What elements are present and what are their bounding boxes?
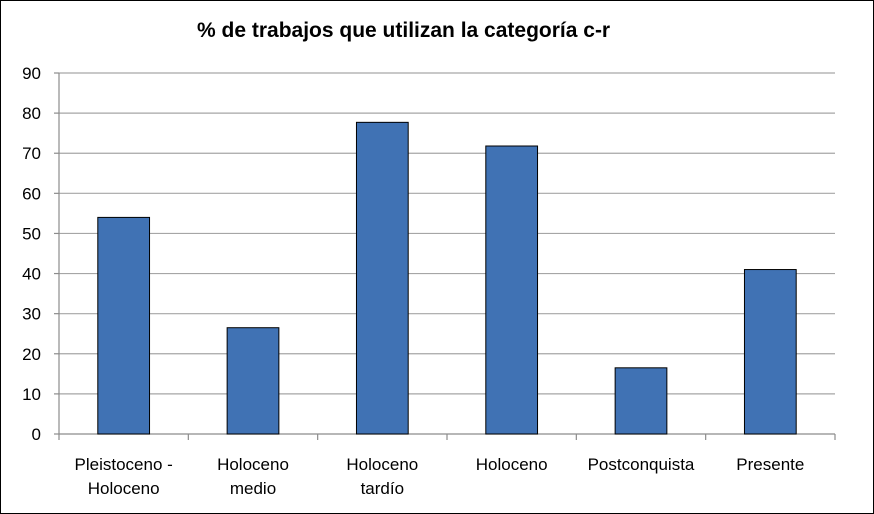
bar: [743, 269, 797, 435]
y-tick-label: 60: [22, 184, 41, 203]
y-tick-label: 0: [32, 425, 41, 444]
bar: [485, 145, 539, 435]
x-tick-label: Holoceno: [88, 479, 160, 498]
y-tick-label: 80: [22, 104, 41, 123]
bar: [226, 327, 280, 435]
bar: [614, 367, 668, 435]
y-tick-label: 20: [22, 345, 41, 364]
bar: [97, 216, 151, 435]
x-tick-label: Holoceno: [346, 455, 418, 474]
y-tick-label: 90: [22, 64, 41, 83]
y-tick-label: 70: [22, 144, 41, 163]
y-tick-label: 50: [22, 224, 41, 243]
y-tick-label: 10: [22, 385, 41, 404]
x-tick-label: Pleistoceno -: [75, 455, 173, 474]
x-tick-label: Holoceno: [217, 455, 289, 474]
bar: [355, 121, 409, 435]
x-tick-label: Presente: [736, 455, 804, 474]
x-tick-label: medio: [230, 479, 276, 498]
x-tick-label: Holoceno: [476, 455, 548, 474]
x-tick-label: Postconquista: [588, 455, 695, 474]
y-tick-label: 40: [22, 265, 41, 284]
chart-title: % de trabajos que utilizan la categoría …: [197, 19, 611, 42]
y-tick-label: 30: [22, 305, 41, 324]
x-tick-label: tardío: [361, 479, 404, 498]
